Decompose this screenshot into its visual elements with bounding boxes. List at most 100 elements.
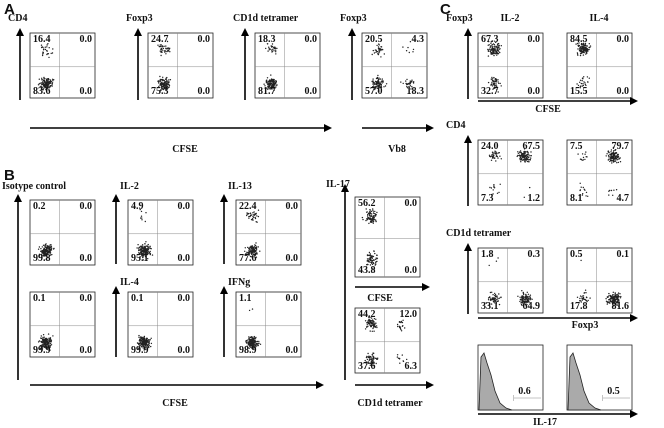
event-dot xyxy=(528,160,530,162)
event-dot xyxy=(527,158,529,161)
event-dot xyxy=(376,260,378,263)
event-dot xyxy=(41,86,43,89)
event-dot xyxy=(165,53,167,55)
event-dot xyxy=(580,82,583,85)
event-dot xyxy=(376,257,379,259)
event-dot xyxy=(610,149,613,151)
event-dot xyxy=(369,364,371,366)
event-dot xyxy=(618,301,620,303)
axis-label: CD4 xyxy=(8,13,27,24)
event-dot xyxy=(42,344,44,346)
event-dot xyxy=(517,295,519,297)
event-dot xyxy=(166,84,168,86)
event-dot xyxy=(487,49,489,51)
event-dot xyxy=(583,44,585,46)
event-dot xyxy=(45,245,47,247)
event-dot xyxy=(270,80,273,82)
event-dot xyxy=(369,211,371,213)
event-dot xyxy=(521,152,523,155)
event-dot xyxy=(50,339,52,341)
event-dot xyxy=(575,43,577,45)
event-dot xyxy=(609,301,611,303)
event-dot xyxy=(367,352,369,355)
event-dot xyxy=(244,247,246,249)
dot-plot: 22.4 0.0 77.6 0.0 xyxy=(235,199,302,266)
event-dot xyxy=(145,241,147,243)
event-dot xyxy=(614,295,616,297)
event-dot xyxy=(139,340,142,342)
event-dot xyxy=(371,257,373,259)
event-dot xyxy=(397,357,400,359)
dot-plot: 24.0 67.5 7.3 1.2 xyxy=(477,139,544,206)
event-dot xyxy=(376,51,379,53)
event-dot xyxy=(371,260,373,262)
event-dot xyxy=(493,299,495,301)
event-dot xyxy=(165,88,168,90)
event-dot xyxy=(374,357,377,359)
event-dot xyxy=(256,340,259,343)
event-dot xyxy=(527,298,529,300)
event-dot xyxy=(256,221,258,223)
event-dot xyxy=(372,219,374,221)
event-dot xyxy=(47,347,50,349)
event-dot xyxy=(494,79,496,82)
event-dot xyxy=(498,293,500,295)
histogram: 0.6 xyxy=(477,344,544,411)
event-dot xyxy=(499,183,501,185)
quadrant-value: 1.1 xyxy=(239,293,252,304)
event-dot xyxy=(248,248,250,250)
event-dot xyxy=(493,50,495,52)
event-dot xyxy=(616,159,618,161)
event-dot xyxy=(160,45,162,48)
quadrant-value: 4.7 xyxy=(617,193,630,204)
event-dot xyxy=(619,161,622,163)
event-dot xyxy=(47,81,50,83)
event-dot xyxy=(582,193,584,195)
event-dot xyxy=(141,252,143,255)
event-dot xyxy=(165,80,167,83)
event-dot xyxy=(379,82,381,85)
quadrant-value: 1.2 xyxy=(528,193,541,204)
event-dot xyxy=(53,79,55,81)
event-dot xyxy=(48,56,50,59)
event-dot xyxy=(268,49,270,51)
event-dot xyxy=(52,335,54,337)
event-dot xyxy=(254,213,256,215)
quadrant-value: 0.0 xyxy=(286,253,299,264)
event-dot xyxy=(383,53,385,55)
event-dot xyxy=(583,81,585,83)
event-dot xyxy=(608,190,610,192)
event-dot xyxy=(372,208,374,210)
event-dot xyxy=(164,86,166,88)
quadrant-value: 43.8 xyxy=(358,265,376,276)
event-dot xyxy=(247,213,249,215)
axis-label: CFSE xyxy=(367,293,393,304)
event-dot xyxy=(372,216,374,219)
event-dot xyxy=(139,256,141,258)
event-dot xyxy=(369,264,372,266)
event-dot xyxy=(495,154,498,156)
event-dot xyxy=(620,295,622,298)
event-dot xyxy=(580,186,582,188)
event-dot xyxy=(369,217,372,219)
event-dot xyxy=(524,153,526,155)
event-dot xyxy=(43,79,45,81)
axis-label: IL-2 xyxy=(501,13,520,24)
event-dot xyxy=(244,250,246,252)
event-dot xyxy=(365,219,367,222)
event-dot xyxy=(138,343,140,345)
event-dot xyxy=(49,343,52,345)
event-dot xyxy=(496,46,498,48)
event-dot xyxy=(48,257,51,259)
event-dot xyxy=(528,295,530,298)
event-dot xyxy=(522,291,524,294)
event-dot xyxy=(267,83,270,86)
event-dot xyxy=(251,340,253,343)
event-dot xyxy=(494,295,497,298)
event-dot xyxy=(145,343,148,346)
event-dot xyxy=(410,88,412,90)
event-dot xyxy=(143,342,145,344)
event-dot xyxy=(614,292,616,294)
event-dot xyxy=(254,217,257,220)
event-dot xyxy=(165,78,167,81)
